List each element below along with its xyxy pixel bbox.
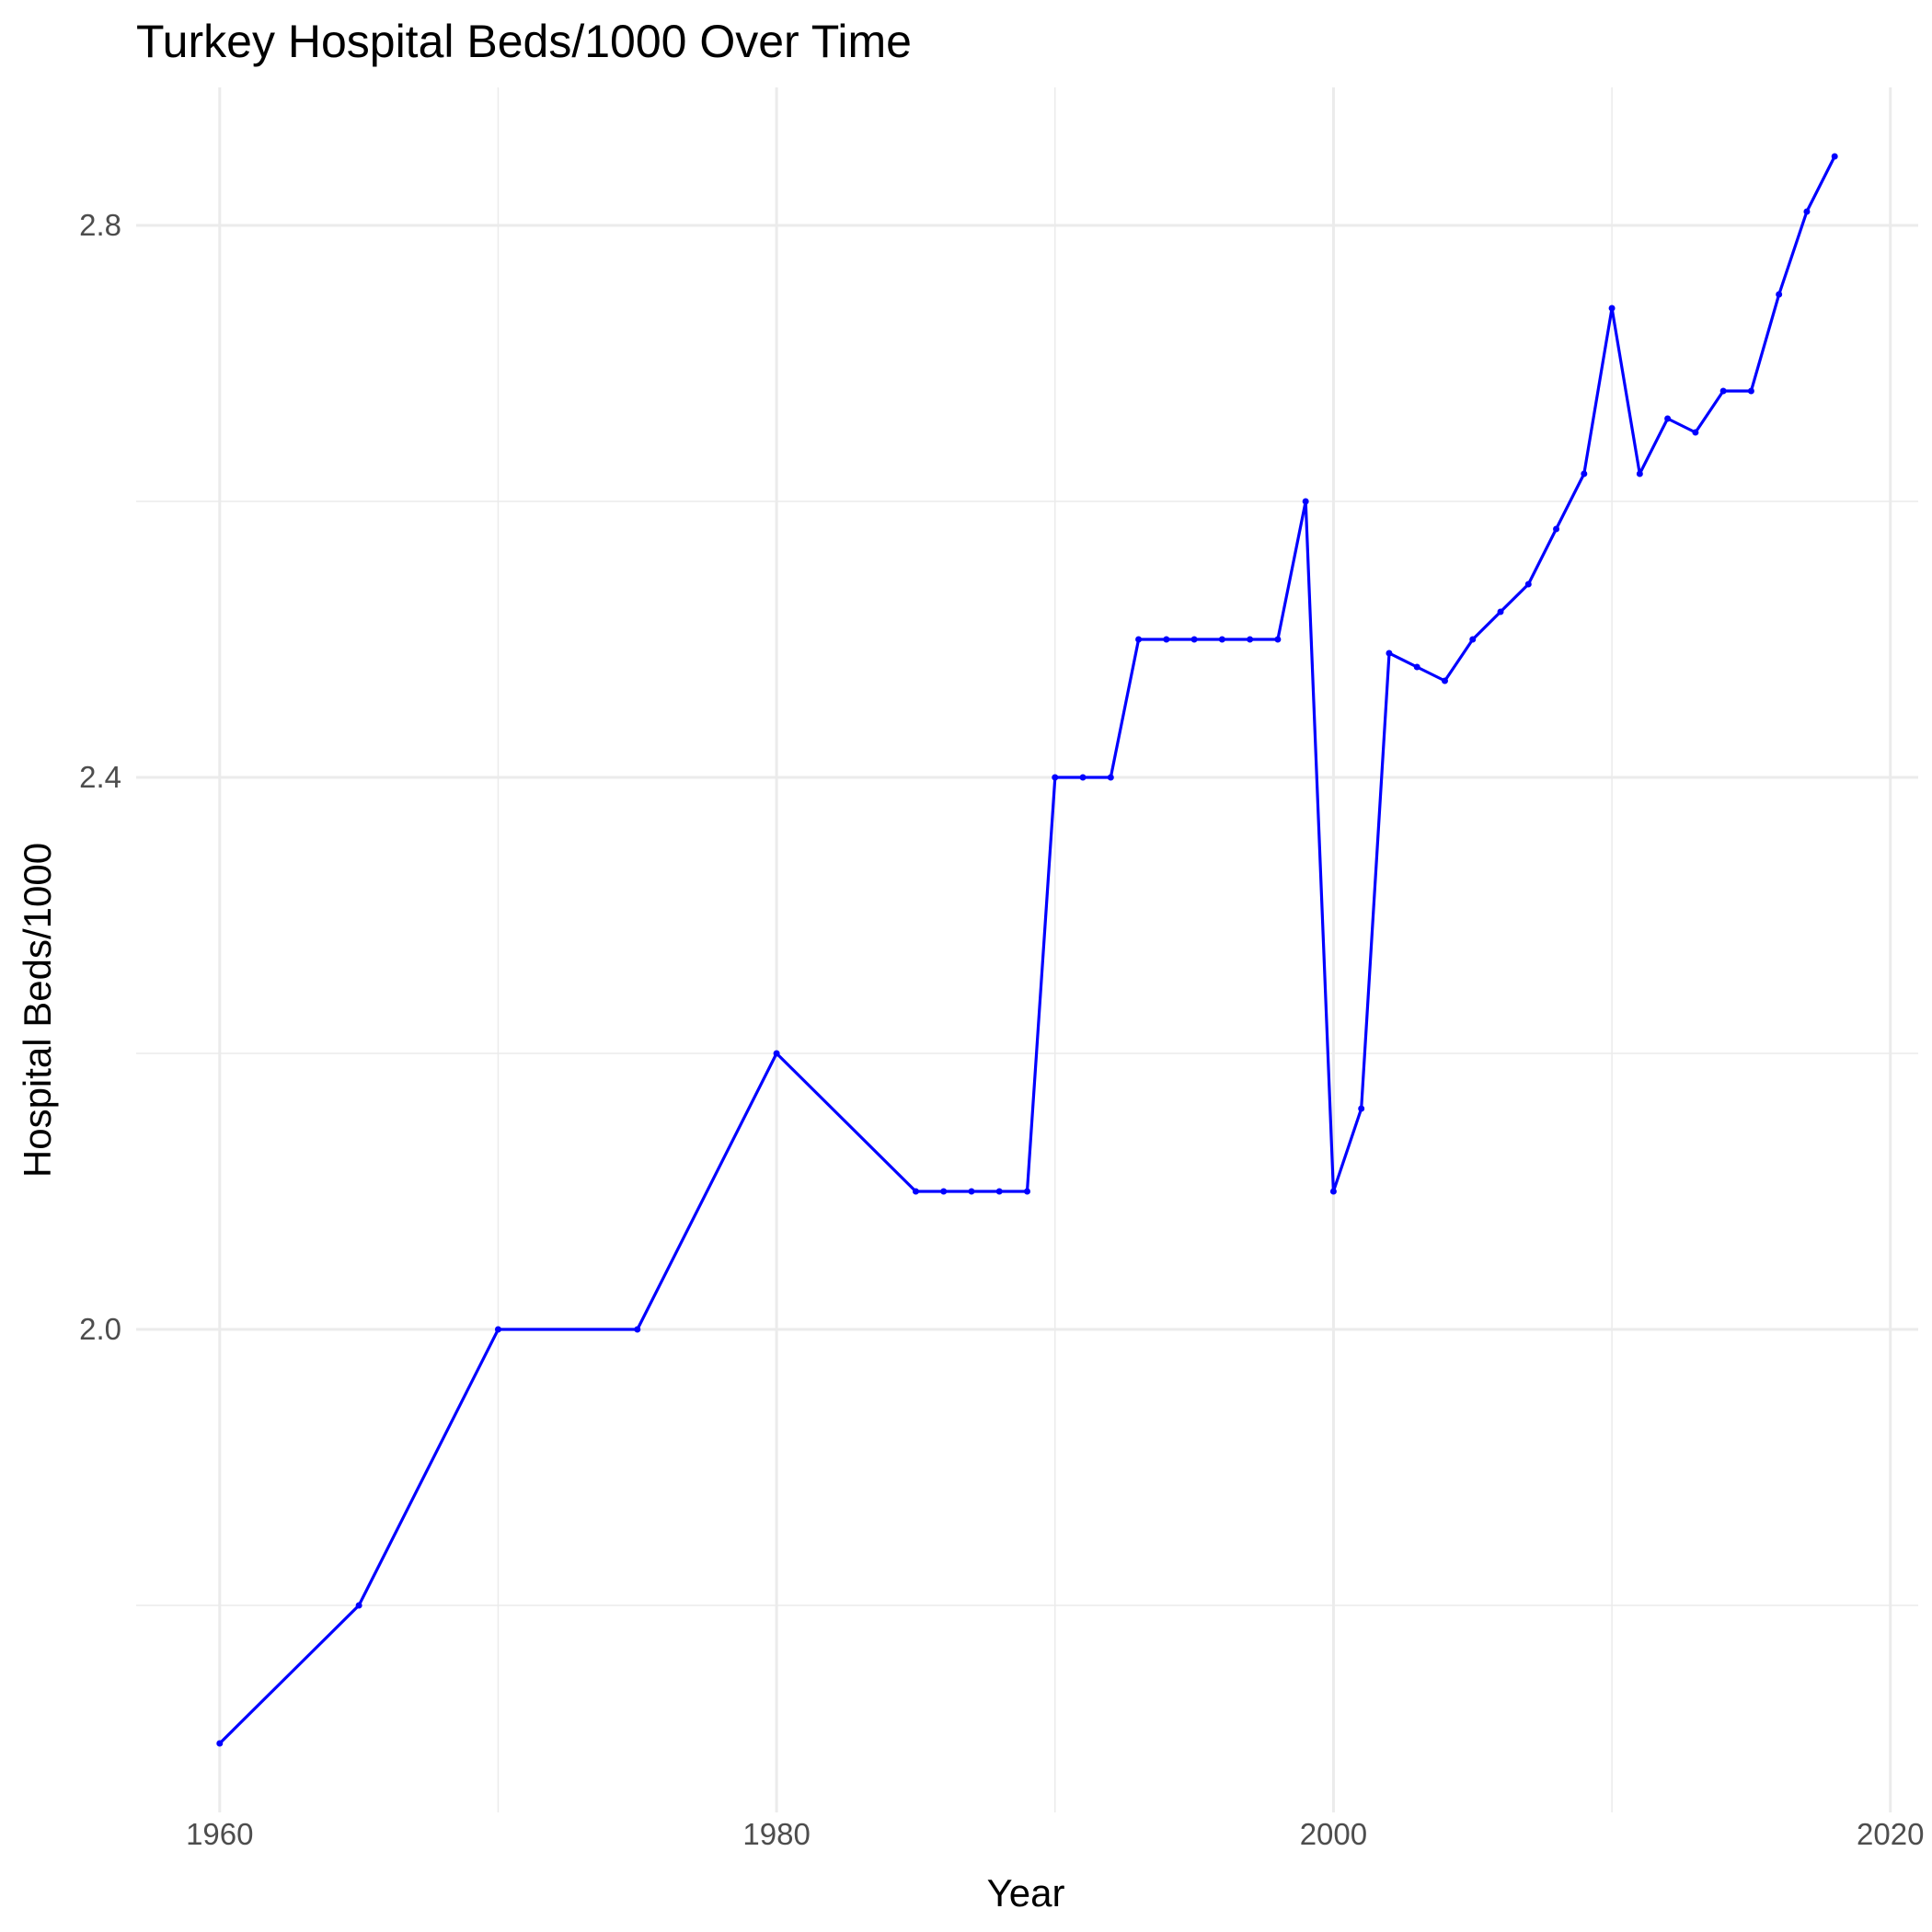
data-point <box>355 1602 362 1609</box>
data-point <box>1831 153 1838 160</box>
y-axis-tick-labels: 2.0 2.4 2.8 <box>79 208 121 1346</box>
data-point <box>1636 470 1643 477</box>
data-point <box>1441 677 1448 684</box>
x-axis-title: Year <box>987 1871 1065 1915</box>
chart-title: Turkey Hospital Beds/1000 Over Time <box>136 16 912 67</box>
data-point <box>1247 636 1254 643</box>
data-point <box>1553 525 1560 533</box>
data-point <box>494 1326 501 1333</box>
data-point <box>1497 608 1504 615</box>
data-point <box>1302 498 1309 505</box>
data-point <box>1803 208 1811 215</box>
data-point <box>1190 636 1198 643</box>
data-point <box>1776 291 1783 298</box>
data-point <box>1608 305 1616 312</box>
data-point <box>1664 415 1672 422</box>
x-axis-tick-labels: 1960 1980 2000 2020 <box>186 1817 1924 1851</box>
data-point <box>1079 774 1087 781</box>
data-point <box>940 1188 948 1195</box>
data-point <box>1329 1188 1337 1195</box>
data-point <box>995 1188 1003 1195</box>
minor-gridlines <box>136 87 1918 1812</box>
data-series <box>216 153 1838 1747</box>
data-point <box>1024 1188 1030 1195</box>
data-point <box>1052 774 1059 781</box>
data-point <box>1135 636 1143 643</box>
x-tick-label: 2000 <box>1300 1817 1367 1851</box>
y-axis-title: Hospital Beds/1000 <box>16 843 59 1178</box>
y-tick-label: 2.8 <box>79 208 121 242</box>
data-point <box>1469 636 1477 643</box>
data-point <box>1524 581 1532 588</box>
data-point <box>1274 636 1282 643</box>
data-point <box>968 1188 975 1195</box>
major-gridlines <box>136 87 1918 1812</box>
x-tick-label: 2020 <box>1857 1817 1924 1851</box>
data-point <box>1358 1105 1365 1112</box>
data-point <box>1747 387 1754 395</box>
data-point <box>1581 470 1588 477</box>
data-point <box>1218 636 1225 643</box>
data-point <box>1719 387 1727 395</box>
y-tick-label: 2.4 <box>79 760 121 794</box>
data-point <box>634 1326 641 1333</box>
data-point <box>1386 650 1393 657</box>
data-point <box>912 1188 919 1195</box>
data-point <box>1413 663 1420 671</box>
data-point <box>773 1050 780 1057</box>
data-point <box>1692 429 1699 436</box>
data-point <box>1163 636 1170 643</box>
y-tick-label: 2.0 <box>79 1312 121 1346</box>
data-point <box>1107 774 1114 781</box>
x-tick-label: 1980 <box>742 1817 810 1851</box>
data-point <box>216 1740 224 1747</box>
x-tick-label: 1960 <box>186 1817 253 1851</box>
